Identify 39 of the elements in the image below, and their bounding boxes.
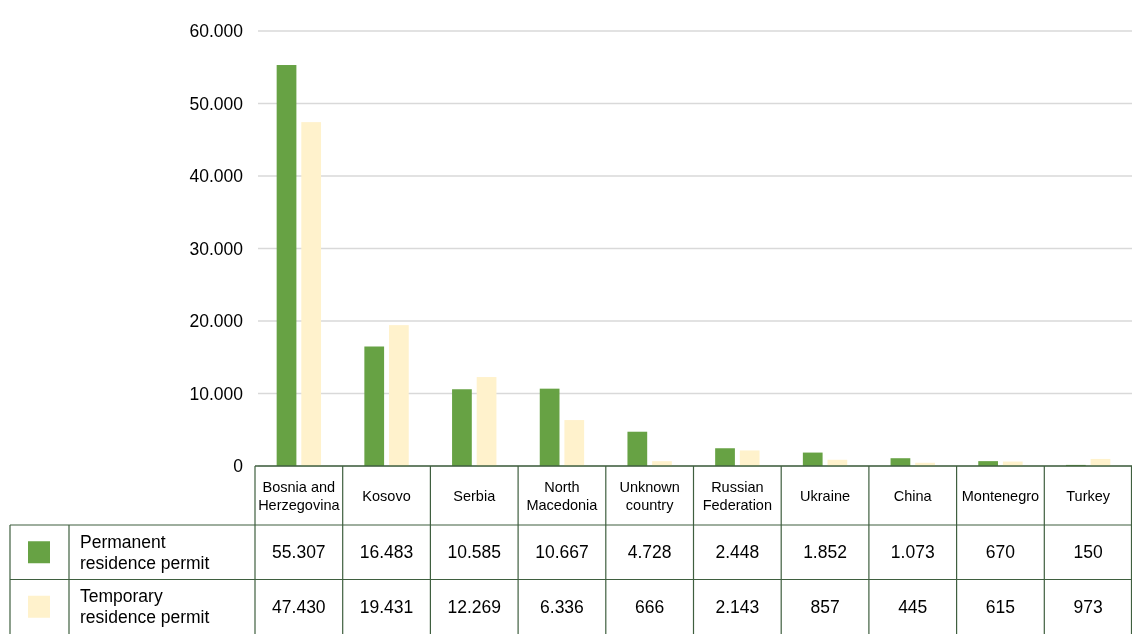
data-label: 445: [898, 596, 928, 617]
legend-label: Permanent residence permit: [80, 531, 210, 573]
y-tick-label: 20.000: [189, 311, 244, 331]
legend-label: Temporary residence permit: [80, 586, 210, 628]
x-tick-label: North Macedonia: [526, 478, 599, 513]
x-tick-label: Kosovo: [362, 487, 411, 504]
data-label: 4.728: [627, 542, 672, 563]
data-label: 2.143: [715, 596, 760, 617]
y-tick-label: 30.000: [189, 238, 244, 259]
data-label: 6.336: [540, 596, 584, 617]
data-label: 10.585: [447, 542, 502, 563]
data-label: 1.852: [803, 542, 847, 563]
data-label: 2.448: [715, 542, 760, 563]
x-tick-label: Unknown country: [619, 478, 680, 513]
x-tick-label: Ukraine: [800, 487, 851, 504]
data-label: 857: [810, 596, 840, 617]
data-label: 666: [635, 596, 665, 617]
data-label: 615: [985, 596, 1016, 617]
x-tick-label: Serbia: [453, 487, 497, 504]
data-label: 1.073: [890, 542, 935, 563]
data-label: 19.431: [359, 596, 414, 617]
y-tick-label: 60.000: [189, 21, 244, 41]
data-label: 670: [985, 542, 1016, 563]
x-tick-label: Montenegro: [961, 487, 1040, 504]
y-tick-label: 0: [233, 456, 244, 476]
data-label: 55.307: [272, 542, 326, 563]
x-tick-label: Turkey: [1066, 487, 1111, 504]
data-label: 10.667: [535, 542, 589, 563]
y-tick-label: 40.000: [189, 166, 244, 186]
data-label: 150: [1073, 542, 1104, 563]
data-label: 12.269: [447, 596, 502, 617]
x-tick-label: Russian Federation: [702, 478, 773, 513]
x-tick-label: Bosnia and Herzegovina: [258, 478, 341, 513]
data-label: 47.430: [272, 596, 326, 617]
data-label: 16.483: [359, 542, 414, 563]
data-label: 973: [1073, 596, 1103, 617]
y-tick-label: 10.000: [189, 383, 244, 404]
x-tick-label: China: [893, 487, 933, 504]
y-tick-label: 50.000: [189, 93, 244, 114]
